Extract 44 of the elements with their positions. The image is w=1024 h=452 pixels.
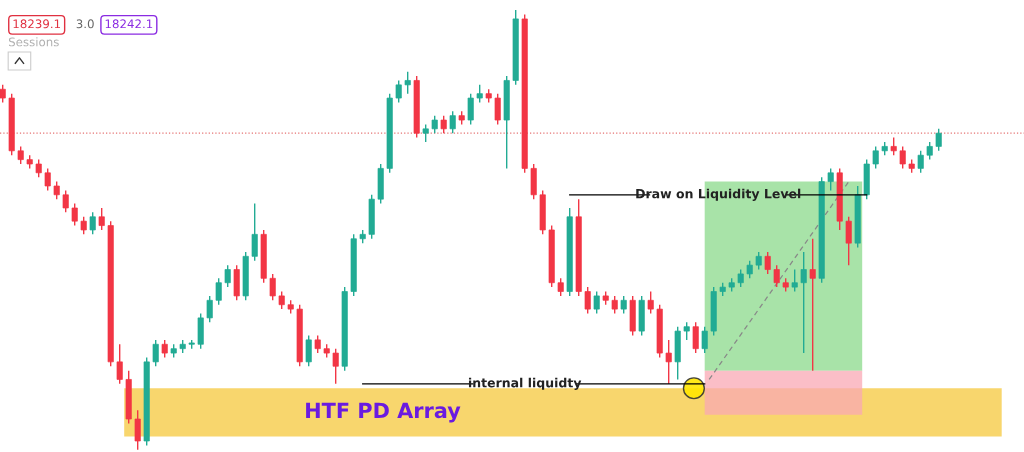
candlestick: [665, 339, 672, 385]
candlestick: [449, 110, 456, 134]
candlestick: [152, 339, 159, 367]
candlestick: [791, 268, 798, 293]
annotation: Sessions: [8, 37, 59, 47]
candlestick: [404, 70, 411, 95]
candlestick: [692, 321, 699, 354]
candlestick: [89, 211, 96, 236]
candlestick: [305, 334, 312, 367]
candlestick: [44, 167, 51, 192]
candlestick: [251, 202, 258, 262]
candlestick: [206, 295, 213, 323]
ref-line-label: Draw on Liquidity Level: [636, 188, 801, 201]
candlestick: [224, 264, 231, 288]
candlestick: [800, 251, 807, 354]
candlestick: [62, 189, 69, 214]
candlestick: [116, 343, 123, 385]
candlestick: [809, 238, 816, 372]
candlestick: [917, 150, 924, 174]
candlestick: [71, 202, 78, 227]
candlestick: [395, 79, 402, 104]
candlestick: [872, 145, 879, 170]
candlestick: [764, 251, 771, 275]
candlestick: [701, 325, 708, 354]
candlestick: [134, 409, 141, 451]
candlestick: [827, 167, 834, 192]
band-label: HTF PD Array: [306, 402, 461, 423]
candlestick: [647, 290, 654, 315]
ref-line-label: internal liquidty: [468, 377, 582, 390]
annotation: 3.0: [76, 19, 94, 29]
candlestick: [845, 216, 852, 266]
annotation: 18239.1: [13, 19, 61, 29]
candlestick: [494, 92, 501, 126]
annotation: 18242.1: [105, 19, 153, 29]
candlestick: [215, 277, 222, 306]
candlestick: [773, 264, 780, 288]
candlestick: [899, 145, 906, 170]
candlestick: [584, 286, 591, 315]
candlestick: [332, 347, 339, 385]
candlestick: [935, 128, 942, 152]
candlestick: [467, 92, 474, 126]
candlestick: [269, 273, 276, 302]
candlestick: [98, 207, 105, 231]
candlestick: [593, 290, 600, 315]
